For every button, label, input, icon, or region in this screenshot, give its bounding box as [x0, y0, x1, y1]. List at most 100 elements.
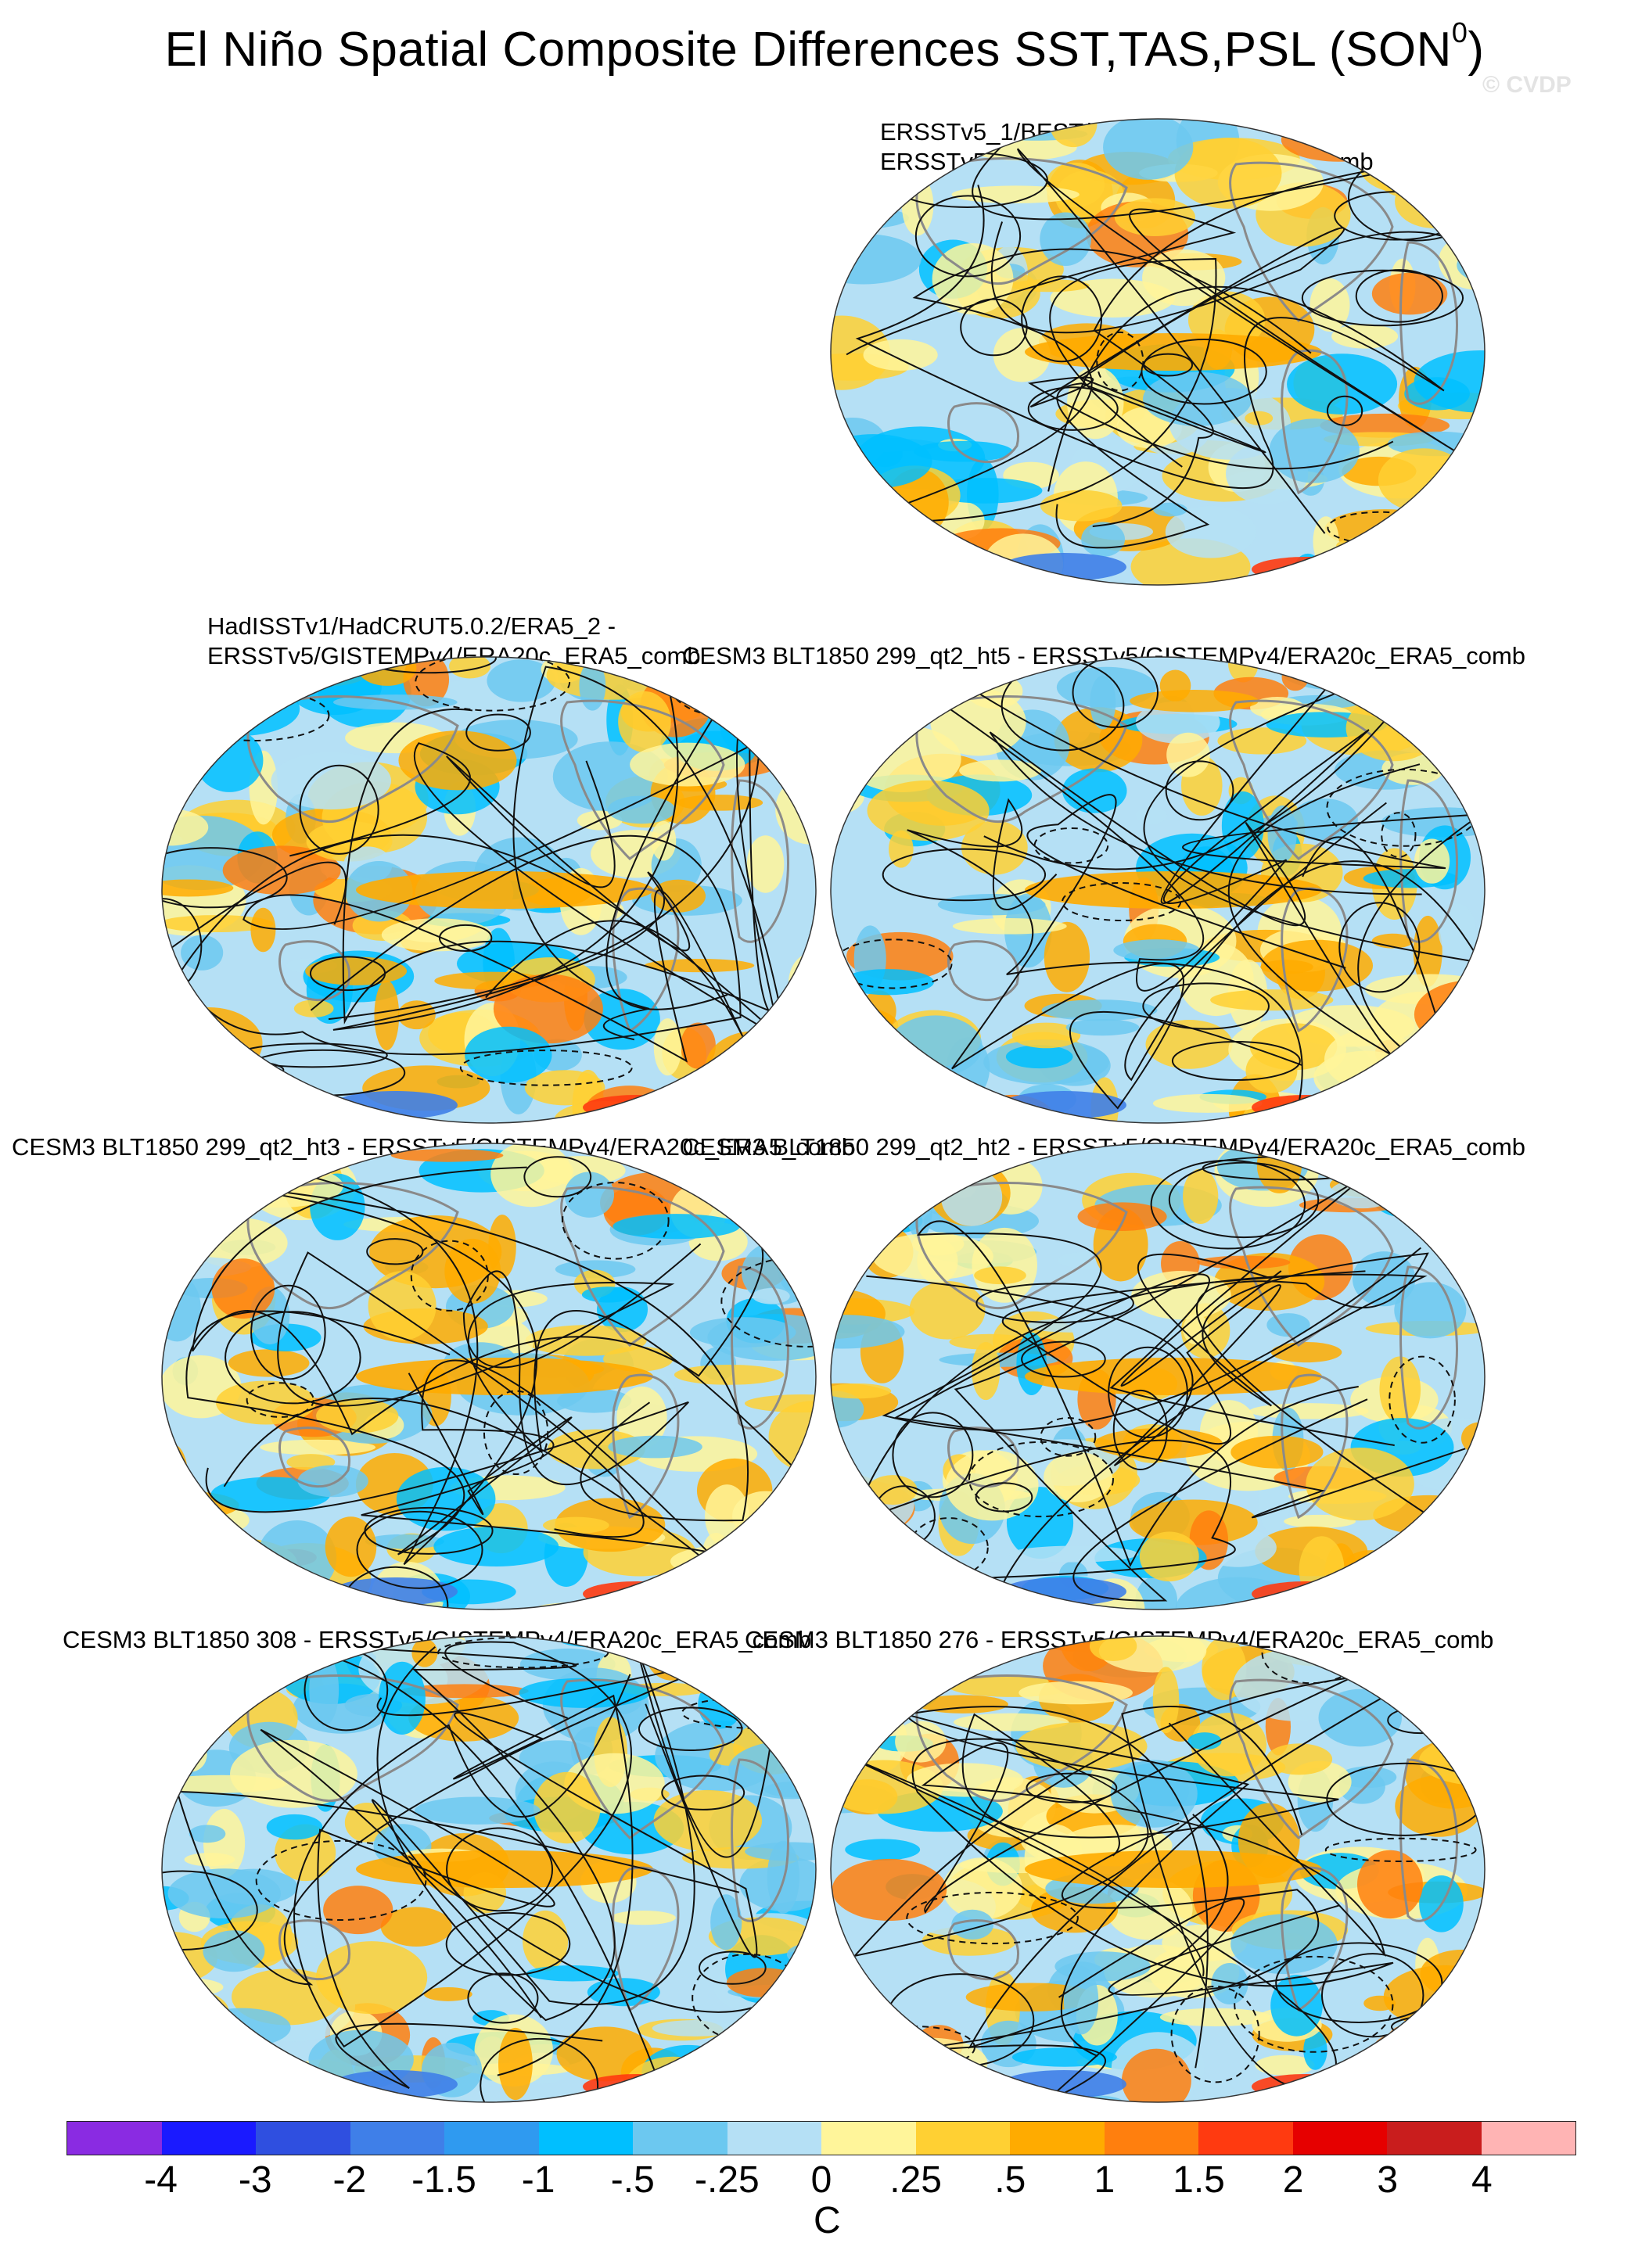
coastline [731, 1265, 789, 1430]
psl-contour [713, 2062, 816, 2094]
anomaly-blob [1011, 1022, 1081, 1049]
psl-contour [711, 1143, 816, 1175]
polar-warm-anomaly [583, 2074, 692, 2099]
anomaly-blob [831, 315, 891, 390]
anomaly-blob [953, 1713, 1069, 1732]
psl-contour [1412, 1666, 1485, 1710]
anomaly-blob [1403, 657, 1459, 698]
anomaly-blob [1191, 1713, 1267, 1777]
colorbar [66, 2121, 1576, 2155]
psl-contour-line [176, 1656, 740, 1986]
anomaly-blob [1414, 2054, 1460, 2100]
anomaly-blob [1422, 124, 1477, 166]
anomaly-blob [883, 1636, 949, 1690]
anomaly-blob [684, 669, 741, 691]
anomaly-blob [952, 918, 1067, 935]
anomaly-blob [961, 820, 1028, 875]
anomaly-blob [1255, 2054, 1315, 2076]
coastline [1399, 1758, 1458, 1922]
anomaly-blob [1299, 1536, 1345, 1604]
anomaly-blob [770, 1484, 816, 1518]
anomaly-blob [1336, 536, 1411, 556]
psl-contour [1381, 812, 1417, 858]
psl-contour-line [277, 1251, 813, 1538]
anomaly-blob [845, 1839, 921, 1861]
anomaly-blob [856, 1155, 925, 1184]
psl-contour-line [1055, 231, 1459, 549]
anomaly-blob [524, 1070, 605, 1106]
anomaly-blob [1342, 1550, 1399, 1586]
polar-cold-anomaly [332, 2070, 458, 2098]
coastline [915, 157, 1128, 285]
map-border [830, 656, 1486, 1124]
anomaly-blob [841, 969, 934, 996]
map-field [831, 657, 1485, 1123]
anomaly-blob [705, 1484, 749, 1548]
psl-contour [415, 657, 571, 712]
anomaly-blob [1453, 740, 1481, 773]
psl-contour [446, 1827, 554, 1912]
psl-contour [445, 1911, 571, 1976]
coastline [1281, 349, 1349, 495]
anomaly-blob [200, 1636, 303, 1660]
psl-contour [255, 1839, 427, 1921]
anomaly-blob [1351, 529, 1484, 585]
anomaly-blob [831, 2013, 908, 2042]
anomaly-blob [924, 1636, 965, 1657]
anomaly-blob [390, 1149, 504, 1162]
anomaly-blob [203, 1930, 265, 1972]
anomaly-blob [1388, 1534, 1485, 1577]
colorbar-box [1292, 2122, 1387, 2155]
anomaly-blob [229, 1739, 357, 1808]
anomaly-blob [1353, 657, 1406, 716]
anomaly-blob [871, 1571, 910, 1599]
anomaly-blob [215, 1380, 316, 1425]
map-svg [830, 1635, 1486, 2103]
coastline [915, 1674, 1128, 1803]
anomaly-blob [526, 1965, 620, 1982]
anomaly-blob [852, 535, 964, 574]
anomaly-blob [831, 1051, 864, 1076]
anomaly-blob [162, 1596, 203, 1609]
anomaly-blob [1329, 1179, 1396, 1209]
psl-contour-line [185, 1310, 573, 1556]
colorbar-box [67, 2122, 162, 2155]
equatorial-warm-tongue [356, 1850, 653, 1888]
psl-contour-line [911, 1738, 1394, 2057]
psl-contour [882, 848, 1047, 902]
psl-contour-line [1137, 1252, 1448, 1529]
anomaly-blob [837, 132, 965, 181]
anomaly-blob [1174, 138, 1282, 209]
equatorial-warm-tongue [356, 871, 653, 909]
colorbar-tick-label: 2 [1282, 2159, 1304, 2201]
panel-2-label: HadISSTv1/HadCRUT5.0.2/ERA5_2 - ERSSTv5/… [207, 612, 701, 671]
polar-warm-anomaly [1252, 1095, 1361, 1120]
psl-contour [975, 1283, 1134, 1324]
anomaly-blob [266, 1814, 323, 1840]
coastline [560, 1186, 725, 1347]
psl-contour [299, 764, 379, 855]
anomaly-blob [901, 1585, 987, 1609]
coastline [1229, 699, 1394, 860]
anomaly-blob [1450, 497, 1485, 535]
map-field [162, 657, 816, 1123]
anomaly-blob [162, 674, 268, 730]
psl-contour [1170, 1985, 1260, 2083]
anomaly-blob [368, 1271, 436, 1340]
anomaly-blob [173, 1736, 207, 1772]
anomaly-blob [965, 1983, 1097, 2011]
anomaly-blob [671, 999, 749, 1023]
anomaly-blob [316, 1398, 399, 1434]
colorbar-tick-label: 1.5 [1173, 2159, 1225, 2201]
psl-contour [698, 1950, 767, 1985]
anomaly-blob [247, 1638, 380, 1654]
anomaly-blob [710, 1894, 742, 1950]
map-panel-2 [160, 655, 817, 1125]
anomaly-blob [993, 328, 1051, 382]
colorbar-box [915, 2122, 1010, 2155]
psl-contour [720, 1255, 816, 1348]
psl-contour [1142, 982, 1270, 1030]
anomaly-blob [831, 119, 892, 155]
colorbar-tick-label: 1 [1094, 2159, 1116, 2201]
anomaly-blob [400, 1684, 529, 1699]
